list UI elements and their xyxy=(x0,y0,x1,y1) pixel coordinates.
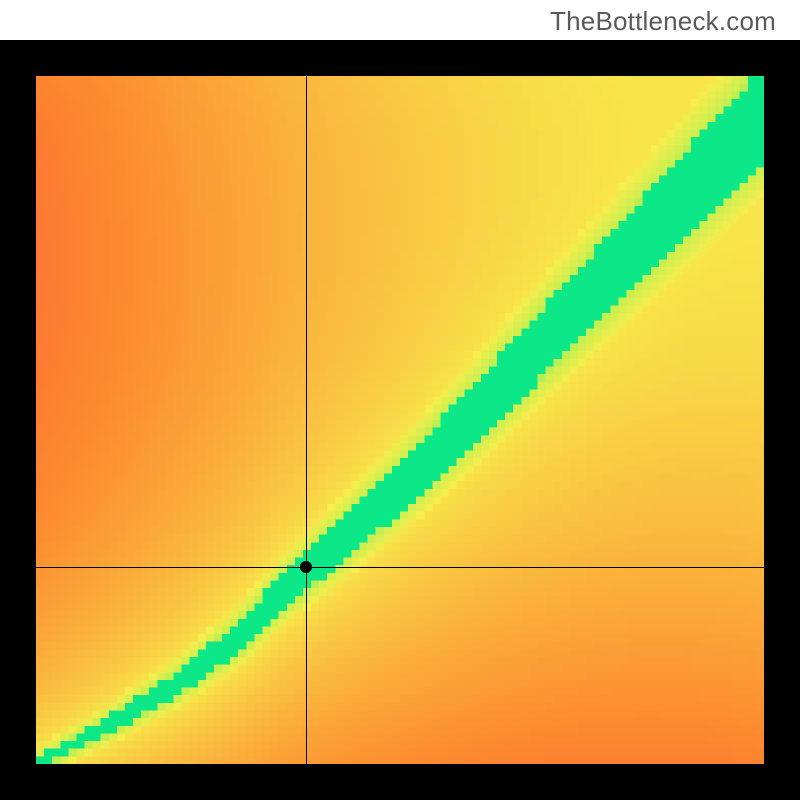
selection-marker xyxy=(300,561,312,573)
crosshair-vertical xyxy=(306,76,307,764)
crosshair-horizontal xyxy=(36,567,764,568)
plot-area xyxy=(36,76,764,764)
bottleneck-heatmap xyxy=(36,76,764,764)
watermark-text: TheBottleneck.com xyxy=(550,6,776,37)
plot-frame xyxy=(0,40,800,800)
